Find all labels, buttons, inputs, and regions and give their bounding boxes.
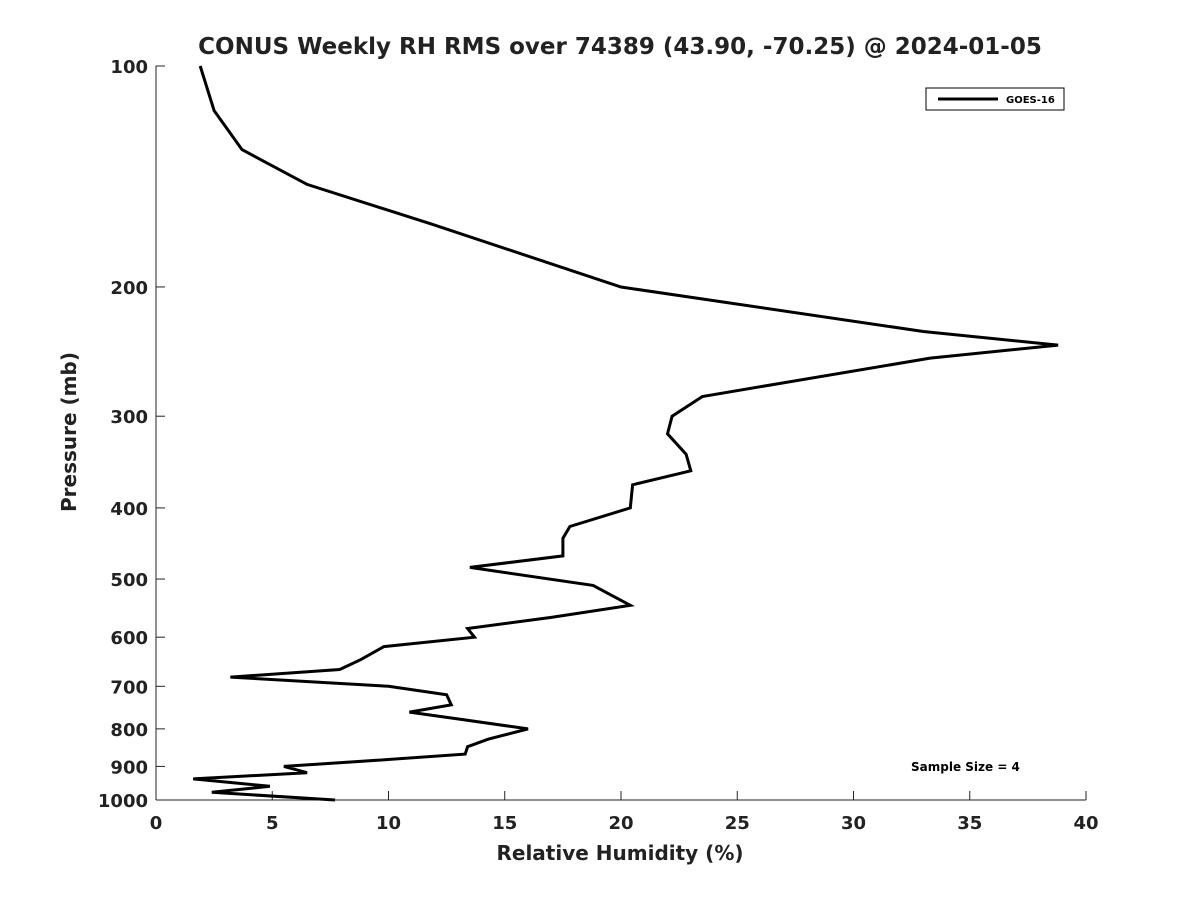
y-tick-label: 900 xyxy=(110,757,148,778)
legend: GOES-16 xyxy=(925,87,1065,111)
x-tick-label: 40 xyxy=(1073,813,1098,834)
sample-size-annotation: Sample Size = 4 xyxy=(911,760,1020,774)
chart-title: CONUS Weekly RH RMS over 74389 (43.90, -… xyxy=(198,34,1042,60)
series-layer xyxy=(193,65,1059,802)
y-tick-label: 200 xyxy=(110,278,148,299)
plot-background xyxy=(156,66,1086,800)
y-tick-label: 1000 xyxy=(98,791,148,812)
legend-label-goes-16: GOES-16 xyxy=(1006,95,1055,106)
x-tick-label: 5 xyxy=(266,813,279,834)
x-tick-label: 15 xyxy=(492,813,517,834)
x-tick-label: 35 xyxy=(957,813,982,834)
y-axis-label: Pressure (mb) xyxy=(57,352,81,512)
series-line-goes-16 xyxy=(193,65,1059,802)
y-tick-label: 100 xyxy=(110,57,148,78)
y-tick-label: 800 xyxy=(110,720,148,741)
x-axis: 0 5 10 15 20 25 30 35 40 xyxy=(150,791,1099,834)
x-tick-label: 25 xyxy=(725,813,750,834)
y-tick-label: 400 xyxy=(110,499,148,520)
y-tick-label: 300 xyxy=(110,407,148,428)
x-axis-label: Relative Humidity (%) xyxy=(496,841,743,865)
y-tick-label: 600 xyxy=(110,628,148,649)
y-tick-label: 700 xyxy=(110,677,148,698)
x-tick-label: 10 xyxy=(376,813,401,834)
plot-area xyxy=(156,66,1086,800)
y-axis: 100 200 300 400 500 600 700 800 900 1000 xyxy=(98,57,165,812)
y-tick-label: 500 xyxy=(110,570,148,591)
x-tick-label: 0 xyxy=(150,813,163,834)
x-tick-label: 30 xyxy=(841,813,866,834)
x-tick-label: 20 xyxy=(608,813,633,834)
